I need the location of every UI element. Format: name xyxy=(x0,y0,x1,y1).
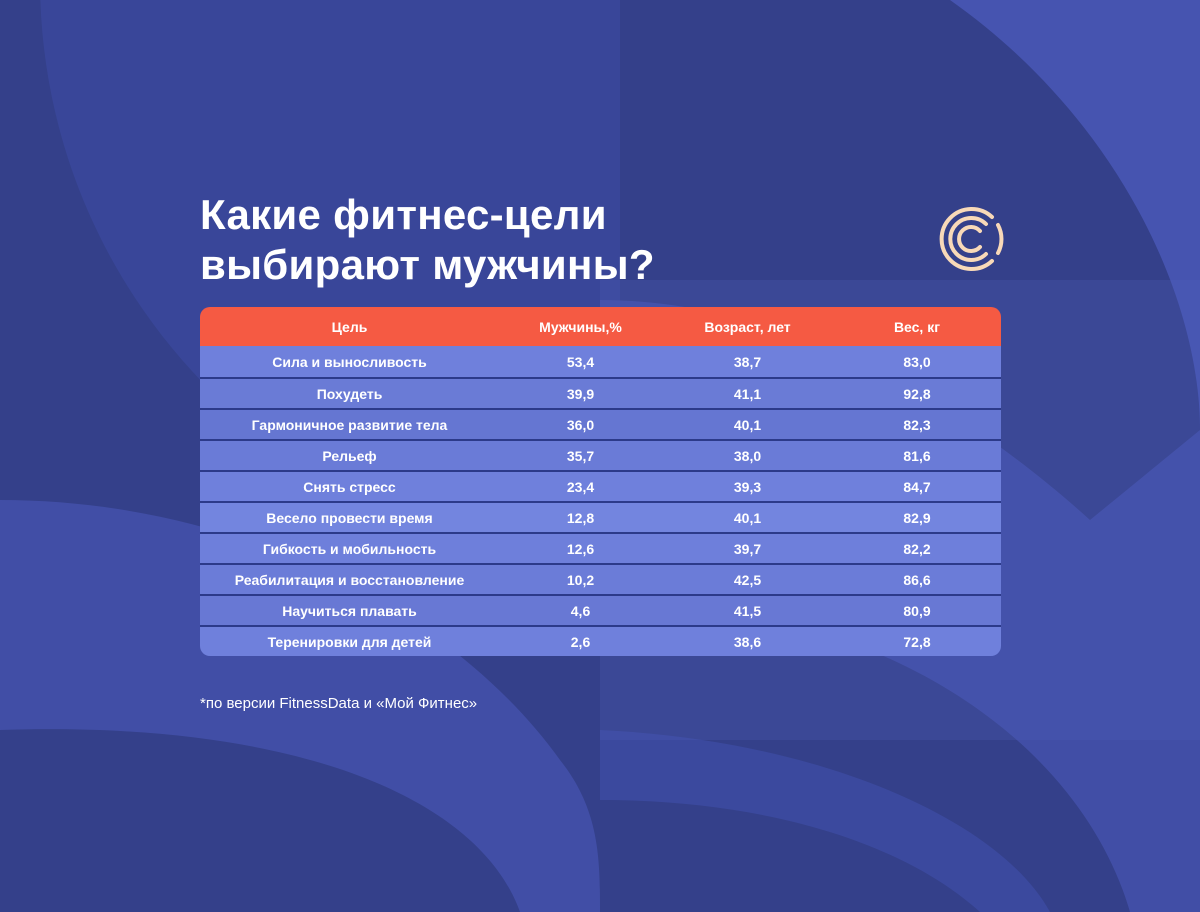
table-row: Научиться плавать 4,6 41,5 80,9 xyxy=(200,594,1001,626)
men-percent-cell: 10,2 xyxy=(499,563,662,595)
goal-cell: Рельеф xyxy=(200,439,499,471)
age-cell: 40,1 xyxy=(662,408,833,440)
weight-cell: 83,0 xyxy=(833,346,1001,378)
weight-cell: 84,7 xyxy=(833,470,1001,502)
goal-cell: Реабилитация и восстановление xyxy=(200,563,499,595)
table-row: Гибкость и мобильность 12,6 39,7 82,2 xyxy=(200,532,1001,564)
header-age: Возраст, лет xyxy=(662,307,833,346)
men-percent-cell: 12,6 xyxy=(499,532,662,564)
men-percent-cell: 2,6 xyxy=(499,625,662,656)
weight-cell: 82,3 xyxy=(833,408,1001,440)
table-row: Рельеф 35,7 38,0 81,6 xyxy=(200,439,1001,471)
goal-cell: Снять стресс xyxy=(200,470,499,502)
title-line-2: выбирают мужчины? xyxy=(200,241,655,288)
men-percent-cell: 12,8 xyxy=(499,501,662,533)
table-header-row: Цель Мужчины,% Возраст, лет Вес, кг xyxy=(200,307,1001,346)
page-title: Какие фитнес-цели выбирают мужчины? xyxy=(200,190,655,290)
header-weight: Вес, кг xyxy=(833,307,1001,346)
table-row: Гармоничное развитие тела 36,0 40,1 82,3 xyxy=(200,408,1001,440)
weight-cell: 82,9 xyxy=(833,501,1001,533)
header-men-percent: Мужчины,% xyxy=(499,307,662,346)
men-percent-cell: 35,7 xyxy=(499,439,662,471)
goal-cell: Гибкость и мобильность xyxy=(200,532,499,564)
source-footnote: *по версии FitnessData и «Мой Фитнес» xyxy=(200,695,478,712)
age-cell: 39,3 xyxy=(662,470,833,502)
age-cell: 38,0 xyxy=(662,439,833,471)
table-row: Похудеть 39,9 41,1 92,8 xyxy=(200,377,1001,409)
table-row: Снять стресс 23,4 39,3 84,7 xyxy=(200,470,1001,502)
title-line-1: Какие фитнес-цели xyxy=(200,191,607,238)
goal-cell: Похудеть xyxy=(200,377,499,409)
goal-cell: Научиться плавать xyxy=(200,594,499,626)
age-cell: 41,1 xyxy=(662,377,833,409)
age-cell: 39,7 xyxy=(662,532,833,564)
men-percent-cell: 23,4 xyxy=(499,470,662,502)
men-percent-cell: 39,9 xyxy=(499,377,662,409)
goal-cell: Теренировки для детей xyxy=(200,625,499,656)
age-cell: 42,5 xyxy=(662,563,833,595)
fitness-goals-table: Цель Мужчины,% Возраст, лет Вес, кг Сила… xyxy=(200,307,1001,656)
age-cell: 38,6 xyxy=(662,625,833,656)
weight-cell: 80,9 xyxy=(833,594,1001,626)
goal-cell: Сила и выносливость xyxy=(200,346,499,378)
weight-cell: 72,8 xyxy=(833,625,1001,656)
age-cell: 38,7 xyxy=(662,346,833,378)
age-cell: 41,5 xyxy=(662,594,833,626)
men-percent-cell: 36,0 xyxy=(499,408,662,440)
table-row: Весело провести время 12,8 40,1 82,9 xyxy=(200,501,1001,533)
age-cell: 40,1 xyxy=(662,501,833,533)
table-row: Теренировки для детей 2,6 38,6 72,8 xyxy=(200,625,1001,656)
goal-cell: Гармоничное развитие тела xyxy=(200,408,499,440)
header-goal: Цель xyxy=(200,307,499,346)
table-row: Сила и выносливость 53,4 38,7 83,0 xyxy=(200,346,1001,378)
men-percent-cell: 4,6 xyxy=(499,594,662,626)
concentric-c-logo-icon xyxy=(939,207,1004,271)
weight-cell: 92,8 xyxy=(833,377,1001,409)
men-percent-cell: 53,4 xyxy=(499,346,662,378)
weight-cell: 82,2 xyxy=(833,532,1001,564)
weight-cell: 81,6 xyxy=(833,439,1001,471)
table-row: Реабилитация и восстановление 10,2 42,5 86,… xyxy=(200,563,1001,595)
weight-cell: 86,6 xyxy=(833,563,1001,595)
goal-cell: Весело провести время xyxy=(200,501,499,533)
